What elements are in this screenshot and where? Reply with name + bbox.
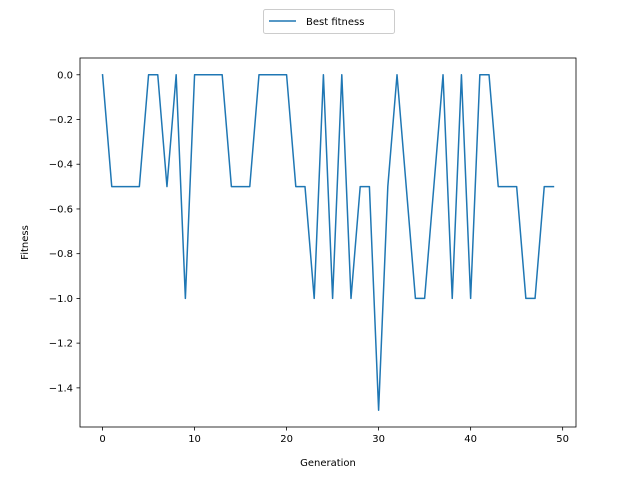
x-tick-label: 0 xyxy=(99,434,105,445)
series-line-best-fitness xyxy=(101,73,555,411)
x-axis-label: Generation xyxy=(300,458,356,469)
y-tick-label: 0.0 xyxy=(57,70,73,81)
y-tick-label: −1.2 xyxy=(49,339,73,350)
plot-area xyxy=(79,57,577,428)
y-axis-label: Fitness xyxy=(20,225,31,260)
legend: Best fitness xyxy=(263,9,395,34)
y-axis: 0.0 −0.2 −0.4 −0.6 −0.8 −1.0 −1.2 −1.4 xyxy=(49,70,80,394)
y-tick-label: −1.0 xyxy=(49,294,73,305)
series-layer xyxy=(101,73,555,411)
x-tick-label: 20 xyxy=(280,434,293,445)
x-tick-label: 30 xyxy=(372,434,385,445)
legend-label-best-fitness: Best fitness xyxy=(306,17,364,28)
legend-frame xyxy=(263,9,395,34)
x-tick-label: 50 xyxy=(556,434,569,445)
x-tick-label: 40 xyxy=(464,434,477,445)
y-tick-label: −1.4 xyxy=(49,383,73,394)
plot-frame xyxy=(79,57,577,428)
y-tick-label: −0.4 xyxy=(49,160,73,171)
y-tick-label: −0.6 xyxy=(49,204,73,215)
y-tick-label: −0.2 xyxy=(49,115,73,126)
x-axis: 0 10 20 30 40 50 xyxy=(99,427,569,445)
x-tick-label: 10 xyxy=(188,434,201,445)
y-tick-label: −0.8 xyxy=(49,249,73,260)
